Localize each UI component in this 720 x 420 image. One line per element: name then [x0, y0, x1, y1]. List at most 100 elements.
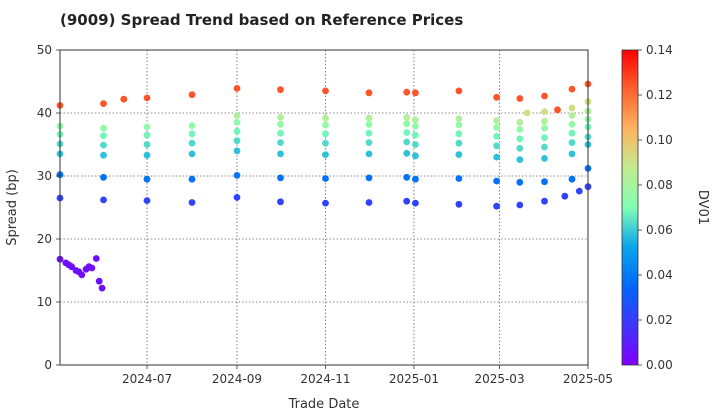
- data-point-s9-7: [322, 87, 329, 95]
- data-point-s4-1: [100, 141, 107, 149]
- y-tick-label: 30: [37, 169, 52, 183]
- data-point-s5-9: [412, 131, 419, 139]
- y-axis-label: Spread (bp): [5, 169, 20, 246]
- data-point-s6-2: [143, 123, 151, 131]
- data-point-s9-10: [412, 89, 419, 97]
- x-axis-label: Trade Date: [288, 397, 360, 412]
- data-point-s6-5: [277, 120, 284, 128]
- data-point-s5-7: [365, 129, 373, 137]
- data-point-s8-1: [541, 108, 548, 116]
- data-point-s4-9: [412, 141, 419, 148]
- data-point-s2-10: [455, 175, 463, 182]
- data-point-s6-14: [568, 120, 576, 128]
- data-point-s3-3: [188, 150, 196, 158]
- data-point-s1-13: [541, 197, 548, 205]
- data-point-s9-6: [277, 86, 284, 94]
- data-point-s4-11: [493, 142, 500, 150]
- data-point-s7-7: [493, 117, 500, 124]
- data-point-s4-13: [541, 143, 548, 151]
- data-point-s2-11: [493, 177, 500, 185]
- data-point-s3-4: [233, 147, 241, 155]
- colorbar-label: DV01: [695, 190, 710, 225]
- grid: [60, 50, 588, 365]
- data-point-s9-2: [120, 95, 128, 103]
- data-point-s3-1: [100, 151, 107, 159]
- data-point-s7-2: [322, 114, 329, 122]
- data-point-s9-15: [554, 106, 561, 114]
- colorbar-ticks: 0.00 0.02 0.04 0.06 0.08 0.10 0.12 0.14: [638, 43, 673, 372]
- y-tick-label: 50: [37, 43, 52, 57]
- colorbar: [621, 49, 639, 366]
- data-point-s3-14: [568, 150, 576, 158]
- data-point-s5-12: [516, 135, 524, 143]
- data-point-s6-8: [403, 120, 411, 128]
- data-point-s7-3: [365, 114, 373, 122]
- data-point-s2-13: [541, 178, 548, 186]
- data-point-s5-6: [322, 130, 329, 138]
- data-point-s5-10: [455, 130, 463, 138]
- data-point-s9-13: [516, 95, 524, 102]
- data-point-s9-11: [455, 87, 463, 95]
- data-point-s8-0: [523, 109, 531, 117]
- data-point-s2-2: [143, 175, 151, 183]
- data-point-s1-12: [516, 201, 524, 209]
- data-point-s3-8: [403, 149, 411, 157]
- data-point-s6-9: [412, 122, 419, 130]
- data-point-s9-3: [143, 94, 151, 102]
- data-point-s6-11: [493, 124, 500, 131]
- data-point-s2-9: [412, 175, 419, 183]
- y-axis-ticks: 0 10 20 30 40 50: [37, 43, 60, 372]
- data-point-s0-3: [68, 263, 75, 271]
- data-point-s7-9: [541, 117, 548, 125]
- data-point-s5-4: [233, 127, 241, 135]
- data-point-s1-11: [493, 202, 500, 210]
- data-point-s7-5: [412, 116, 419, 124]
- data-point-s6-12: [516, 125, 524, 133]
- data-point-s1-9: [412, 199, 419, 207]
- plot-frame: [59, 49, 589, 366]
- data-point-s4-2: [143, 141, 151, 148]
- y-tick-label: 40: [37, 106, 52, 120]
- data-point-s6-7: [365, 120, 373, 128]
- colorbar-tick-label: 0.12: [646, 88, 673, 102]
- data-point-s2-7: [365, 174, 373, 182]
- data-point-s6-10: [455, 121, 463, 129]
- data-point-s2-8: [403, 173, 411, 181]
- data-point-s5-3: [188, 130, 196, 138]
- data-point-s0-12: [98, 284, 106, 292]
- data-point-s4-8: [403, 138, 411, 146]
- data-point-s3-11: [493, 153, 500, 161]
- colorbar-tick-label: 0.06: [646, 223, 673, 237]
- data-point-s1-3: [188, 199, 196, 206]
- data-point-s1-6: [322, 199, 329, 207]
- data-point-s9-14: [541, 92, 548, 100]
- y-tick-label: 0: [44, 358, 52, 372]
- data-point-s3-7: [365, 150, 373, 158]
- data-point-s0-11: [95, 277, 103, 285]
- data-point-s3-6: [322, 151, 329, 159]
- x-tick-label: 2025-03: [474, 372, 524, 386]
- data-point-s5-5: [277, 129, 284, 137]
- data-point-s2-1: [100, 173, 107, 181]
- x-tick-label: 2024-11: [300, 372, 350, 386]
- colorbar-tick-label: 0.02: [646, 313, 673, 327]
- data-point-s6-4: [233, 119, 241, 126]
- data-point-s4-5: [277, 139, 284, 147]
- data-point-s7-6: [455, 115, 463, 123]
- data-point-s1-5: [277, 198, 284, 206]
- data-point-s2-6: [322, 175, 329, 182]
- data-point-s3-5: [277, 150, 284, 158]
- data-point-s1-8: [403, 197, 411, 205]
- data-point-s2-5: [277, 174, 284, 182]
- data-point-s9-16: [568, 85, 576, 93]
- x-tick-label: 2024-07: [122, 372, 172, 386]
- data-point-s3-2: [143, 151, 151, 159]
- y-tick-label: 20: [37, 232, 52, 246]
- data-point-s6-6: [322, 121, 329, 129]
- data-point-s7-1: [277, 114, 284, 121]
- data-point-s4-7: [365, 139, 373, 147]
- chart-title: (9009) Spread Trend based on Reference P…: [60, 11, 463, 29]
- data-point-s4-4: [233, 137, 241, 145]
